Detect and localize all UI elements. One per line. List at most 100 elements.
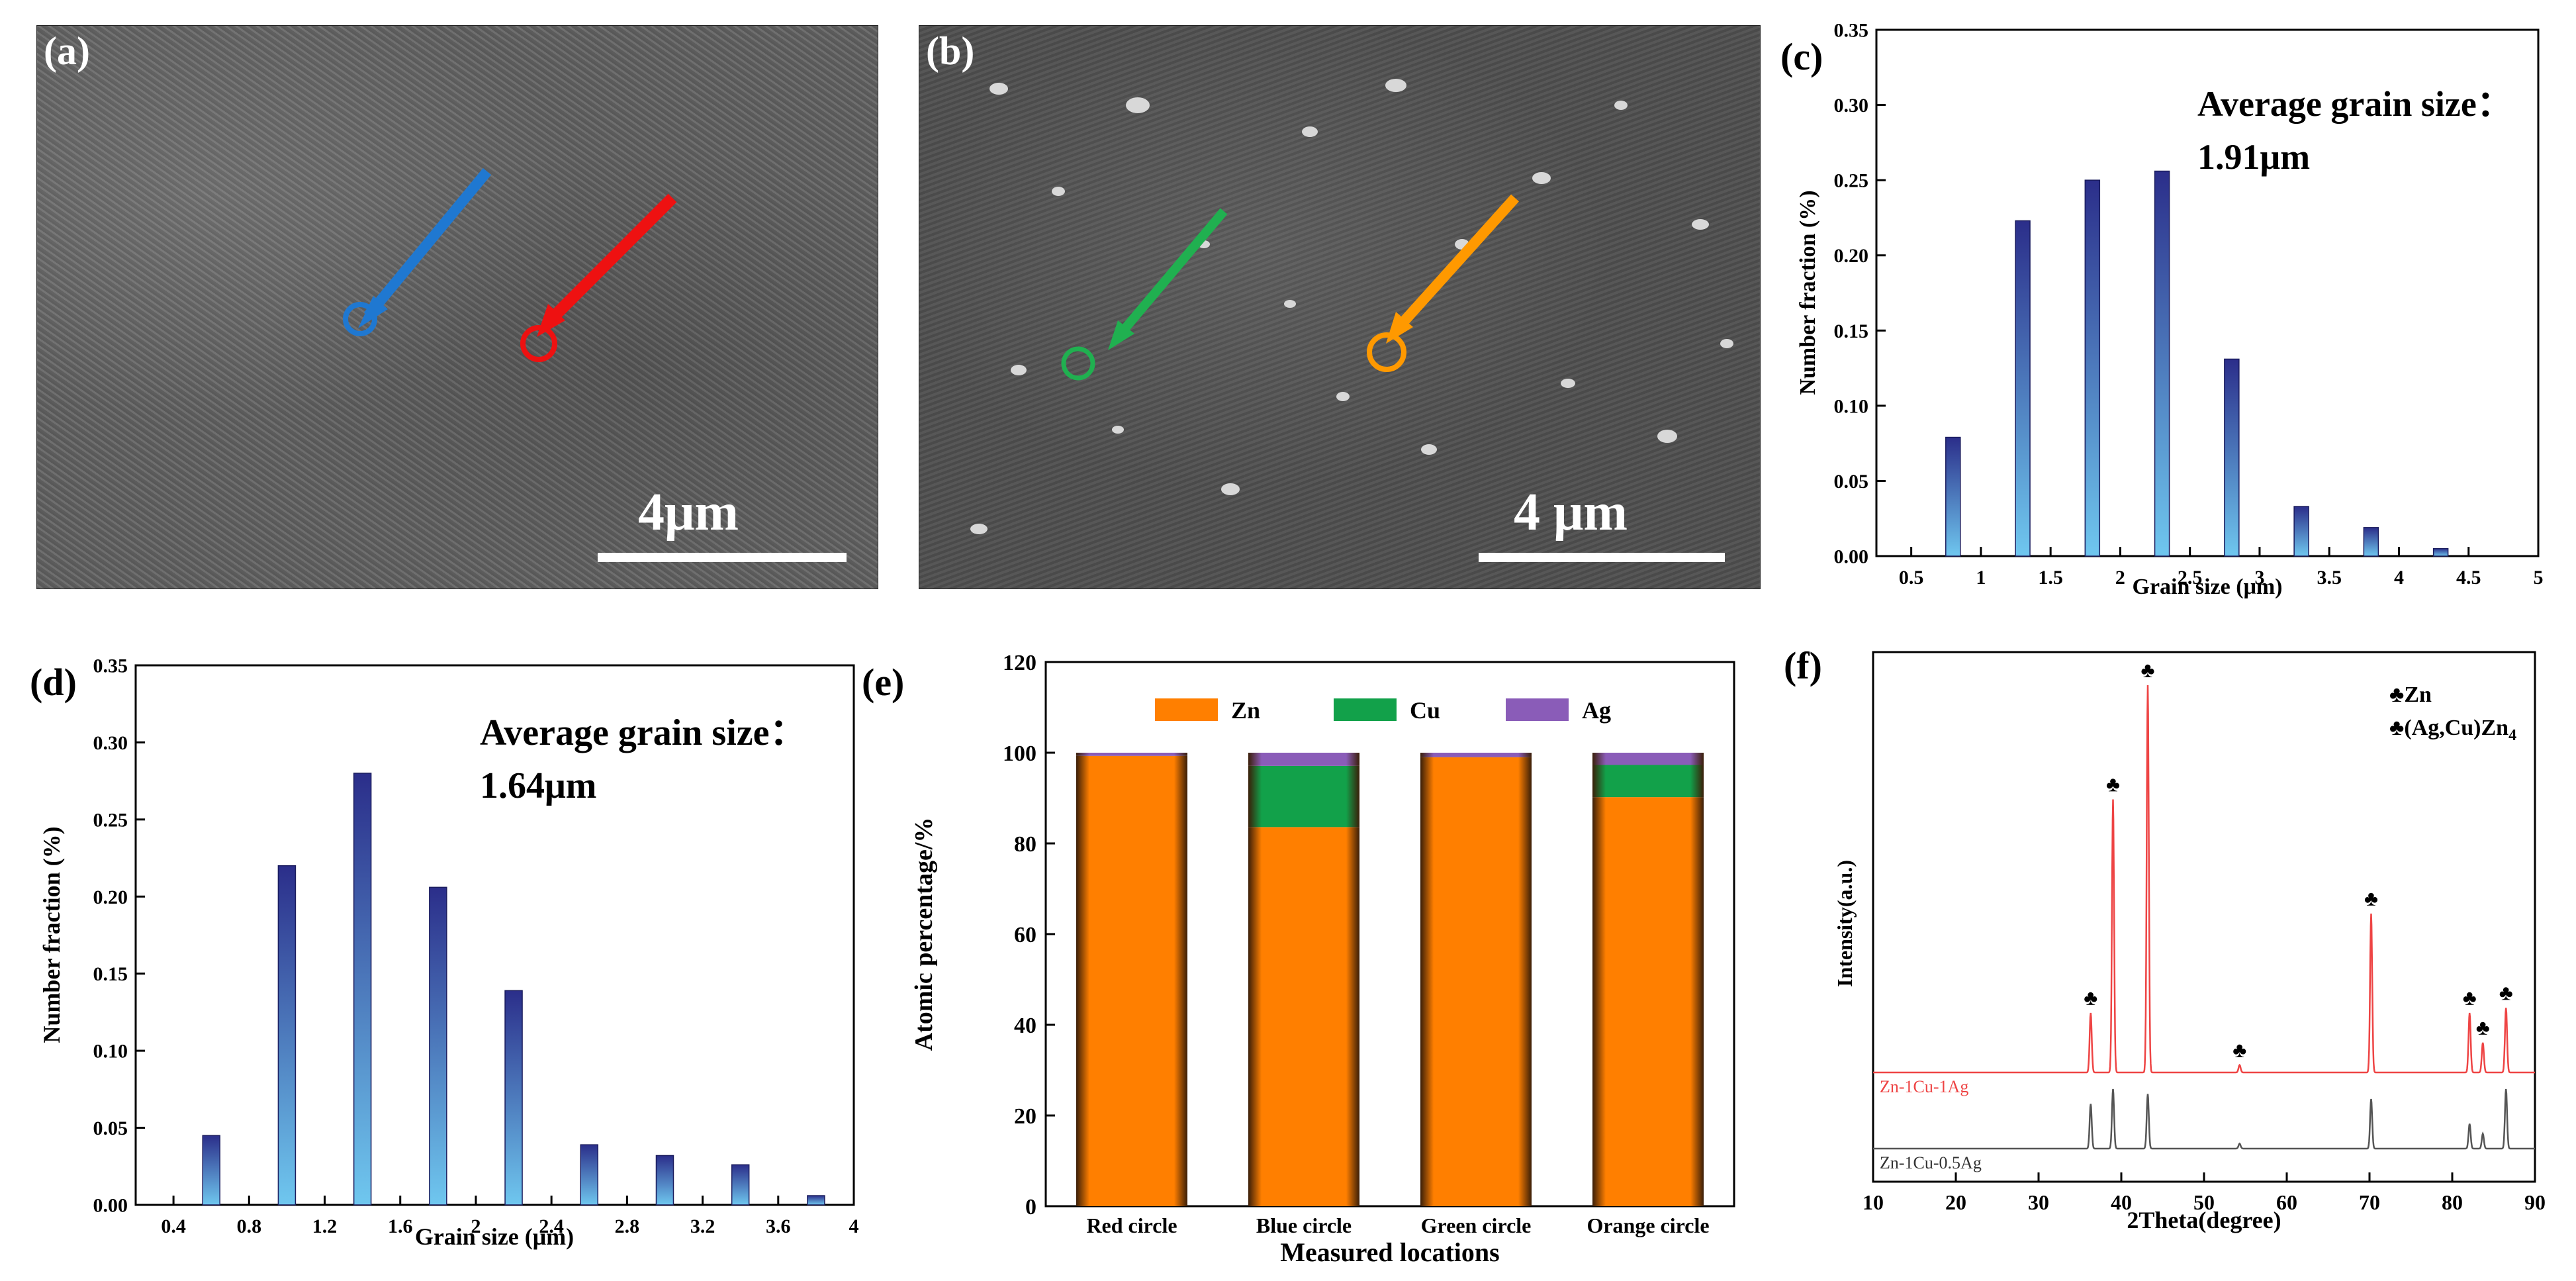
x-tick-label: 40 (2111, 1190, 2132, 1214)
x-tick-label: 3.2 (690, 1215, 715, 1237)
y-ticks-e: 0 20 40 60 80 100 120 (1003, 651, 1055, 1219)
y-ticks-d: 0.00 0.05 0.10 0.15 0.20 0.25 0.30 0.35 (93, 655, 145, 1217)
x-tick-label: Orange circle (1587, 1213, 1709, 1237)
scale-label-a: 4μm (638, 483, 739, 542)
stacked-bars-e (1076, 753, 1704, 1206)
xrd-line-1 (1873, 685, 2535, 1074)
x-tick-label: 2.8 (615, 1215, 640, 1237)
red-circle (520, 325, 557, 362)
y-tick-label: 40 (1014, 1014, 1036, 1038)
stack-segment-ag (1248, 753, 1359, 766)
x-tick-label: 0.4 (161, 1215, 186, 1237)
sem-b-particles (970, 79, 1733, 534)
y-tick-label: 0.25 (93, 809, 128, 831)
x-axis-label-d: Grain size (μm) (415, 1223, 574, 1250)
stack-segment-cu (1592, 765, 1704, 798)
histogram-bar (504, 990, 523, 1206)
y-tick-label: 0.35 (93, 655, 128, 677)
y-tick-label: 0.30 (93, 732, 128, 754)
x-ticks-f: 10 20 30 40 50 60 70 80 90 (1863, 1172, 2546, 1214)
composition-chart-e: (e) 0 20 40 60 80 100 120 Red circle Blue circl… (862, 651, 1735, 1267)
peak-marker: ♣ (2463, 986, 2477, 1010)
peak-marker: ♣ (2106, 773, 2120, 796)
legend-swatch-ag (1506, 698, 1569, 721)
grain-size-chart-d: (d) 0.00 0.05 0.10 0.15 0.20 0.25 0.30 0.35 0.4… (30, 655, 859, 1251)
grain-size-chart-c: (c) 0.00 0.05 0.10 0.15 0.20 0.25 0.30 0.35 0.5… (1780, 20, 2544, 600)
x-tick-label: 4 (2394, 567, 2404, 589)
legend-phase-f: ♣(Ag,Cu)Zn4 (2389, 716, 2516, 744)
stack-segment-zn (1592, 797, 1704, 1206)
x-tick-label: 70 (2359, 1190, 2380, 1214)
peak-marker: ♣ (2084, 986, 2097, 1010)
legend-swatch-zn (1155, 698, 1218, 721)
legend-label-zn: Zn (1231, 697, 1260, 724)
histogram-bar (1945, 436, 1961, 557)
y-tick-label: 0.20 (1834, 245, 1869, 267)
y-tick-label: 20 (1014, 1104, 1036, 1129)
legend-label-ag: Ag (1582, 697, 1611, 724)
annotation-line2-d: 1.64μm (480, 765, 596, 806)
histogram-bar (2015, 220, 2031, 557)
y-tick-label: 0.35 (1834, 20, 1869, 42)
xrd-series-f (1873, 685, 2535, 1150)
stack-segment-ag (1420, 753, 1532, 757)
blue-arrow (363, 167, 492, 320)
histogram-bar (731, 1164, 750, 1206)
stack-segment-zn (1248, 827, 1359, 1206)
panel-label-d: (d) (30, 661, 77, 704)
histogram-bar (580, 1144, 599, 1206)
legend-swatch-cu (1334, 698, 1397, 721)
peak-markers-f: ♣ ♣ ♣ ♣ ♣ ♣ ♣ ♣ (2084, 658, 2513, 1062)
y-tick-label: 0.20 (93, 886, 128, 908)
x-axis-label-e: Measured locations (1280, 1237, 1499, 1267)
x-ticks-e: Red circle Blue circle Green circle Orange … (1086, 1213, 1709, 1237)
peak-marker: ♣ (2364, 886, 2378, 910)
panel-label-e: (e) (862, 661, 904, 704)
panel-label-b: (b) (926, 29, 975, 73)
x-tick-label: 1.2 (312, 1215, 338, 1237)
scale-label-b: 4 μm (1514, 483, 1628, 542)
x-axis-label-c: Grain size (μm) (2133, 575, 2283, 599)
x-tick-label: 4 (849, 1215, 859, 1237)
x-tick-label: 4.5 (2456, 567, 2481, 589)
y-tick-label: 0.10 (93, 1041, 128, 1063)
annotation-line2-c: 1.91μm (2197, 137, 2310, 177)
x-tick-label: Green circle (1421, 1213, 1532, 1237)
blue-circle (343, 302, 377, 336)
histogram-bar (353, 773, 372, 1206)
x-tick-label: 10 (1863, 1190, 1884, 1214)
y-axis-label-e: Atomic percentage/% (910, 818, 938, 1051)
sem-a-overlay (343, 167, 677, 362)
x-tick-label: Blue circle (1256, 1213, 1352, 1237)
y-tick-label: 0.25 (1834, 170, 1869, 192)
x-tick-label: 3.6 (766, 1215, 791, 1237)
x-axis-label-f: 2Theta(degree) (2127, 1207, 2281, 1233)
panel-label-f: (f) (1784, 644, 1822, 687)
annotation-line1-c: Average grain size： (2197, 84, 2512, 124)
y-tick-label: 0 (1025, 1195, 1036, 1219)
x-tick-label: 5 (2534, 567, 2544, 589)
y-tick-label: 0.00 (93, 1195, 128, 1217)
series-label-1: Zn-1Cu-1Ag (1880, 1077, 1968, 1096)
x-tick-label: 1.5 (2038, 567, 2063, 589)
histogram-bar (429, 886, 447, 1206)
y-axis-label-d: Number fraction (%) (38, 826, 65, 1043)
x-tick-label: 1.6 (388, 1215, 413, 1237)
scale-bar-a (598, 553, 847, 562)
legend-e: Zn Cu Ag (1155, 697, 1611, 724)
x-ticks-c: 0.5 1 1.5 2 2.5 3 3.5 4 4.5 5 (1899, 547, 2544, 589)
stack-segment-ag (1076, 753, 1187, 756)
series-label-2: Zn-1Cu-0.5Ag (1880, 1153, 1982, 1172)
sem-image-b: (b) 4 μm (919, 25, 1761, 589)
sem-image-a: (a) 4μm (36, 25, 878, 589)
y-tick-label: 0.05 (93, 1117, 128, 1139)
y-tick-label: 0.30 (1834, 95, 1869, 117)
y-tick-label: 0.15 (93, 963, 128, 985)
histogram-bar (2224, 358, 2240, 557)
x-tick-label: 2 (2115, 567, 2125, 589)
x-tick-label: Red circle (1086, 1213, 1177, 1237)
y-axis-label-c: Number fraction (%) (1796, 190, 1820, 395)
plot-frame-c (1875, 28, 2540, 557)
peak-marker: ♣ (2141, 658, 2155, 682)
peak-marker: ♣ (2499, 981, 2513, 1005)
